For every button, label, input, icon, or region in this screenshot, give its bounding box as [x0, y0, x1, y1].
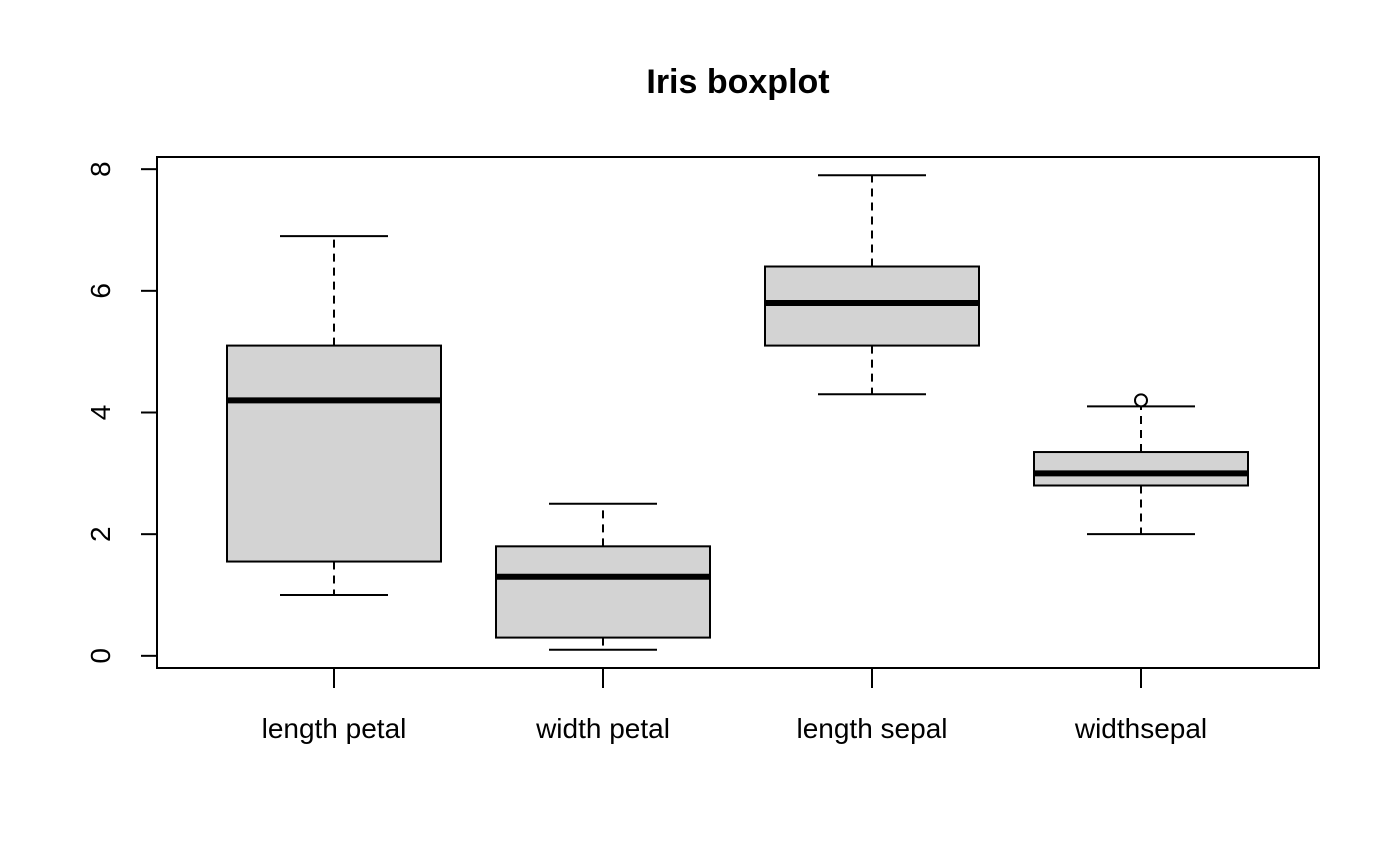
outlier-point	[1134, 393, 1148, 408]
y-tick-label: 0	[85, 648, 116, 664]
x-tick-label: widthsepal	[1074, 713, 1207, 744]
y-axis: 0 2 4 6 8	[85, 161, 158, 664]
box-iqr	[495, 545, 711, 639]
y-tick-label: 8	[85, 161, 116, 177]
y-tick-label: 2	[85, 526, 116, 542]
box-1	[495, 502, 711, 651]
box-series	[226, 174, 1249, 651]
box-3	[1033, 393, 1249, 536]
y-tick-label: 4	[85, 405, 116, 421]
y-tick-label: 6	[85, 283, 116, 299]
box-iqr	[1033, 451, 1249, 487]
x-tick-label: width petal	[535, 713, 670, 744]
box-iqr	[226, 344, 442, 563]
chart-title: Iris boxplot	[646, 63, 829, 101]
box-iqr	[764, 265, 980, 347]
box-2	[764, 174, 980, 396]
x-tick-label: length sepal	[796, 713, 947, 744]
box-0	[226, 235, 442, 596]
x-tick-label: length petal	[262, 713, 407, 744]
x-axis: length petal width petal length sepal width…	[262, 668, 1207, 744]
